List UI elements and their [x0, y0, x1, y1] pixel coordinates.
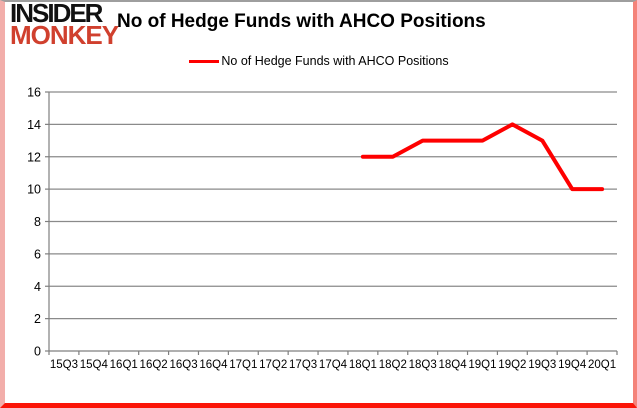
x-axis-label-18Q4: 18Q4	[439, 359, 468, 371]
y-axis-label-16: 16	[27, 86, 41, 100]
x-axis-label-18Q3: 18Q3	[409, 359, 437, 371]
x-axis-label-17Q2: 17Q2	[259, 359, 287, 371]
y-axis-label-14: 14	[27, 118, 41, 132]
x-axis-label-19Q2: 19Q2	[498, 359, 526, 371]
series-line	[360, 122, 605, 192]
chart-title: No of Hedge Funds with AHCO Positions	[117, 11, 486, 32]
x-axis-label-15Q3: 15Q3	[50, 359, 78, 371]
y-axis-label-8: 8	[34, 215, 41, 229]
x-axis-label-17Q3: 17Q3	[289, 359, 317, 371]
x-axis-label-18Q2: 18Q2	[379, 359, 407, 371]
x-axis-label-16Q2: 16Q2	[140, 359, 168, 371]
x-axis-label-20Q1: 20Q1	[588, 359, 616, 371]
x-axis-label-16Q3: 16Q3	[169, 359, 197, 371]
logo-text-insider: INSIDER	[10, 0, 103, 28]
y-axis-label-12: 12	[27, 150, 41, 164]
x-axis-label-15Q4: 15Q4	[80, 359, 109, 371]
y-axis-label-4: 4	[34, 280, 41, 294]
x-axis-label-19Q1: 19Q1	[468, 359, 496, 371]
x-axis-label-19Q3: 19Q3	[528, 359, 556, 371]
insider-monkey-logo: INSIDER MONKEY	[10, 0, 119, 50]
y-axis-label-10: 10	[27, 183, 41, 197]
legend-label: No of Hedge Funds with AHCO Positions	[221, 54, 449, 68]
legend: No of Hedge Funds with AHCO Positions	[5, 54, 633, 68]
x-axis-label-16Q1: 16Q1	[110, 359, 138, 371]
x-axis-label-17Q4: 17Q4	[319, 359, 348, 371]
y-axis-label-6: 6	[34, 247, 41, 261]
legend-line-swatch	[189, 59, 220, 63]
x-axis-label-16Q4: 16Q4	[199, 359, 228, 371]
x-axis-label-17Q1: 17Q1	[229, 359, 257, 371]
x-axis-label-19Q4: 19Q4	[558, 359, 587, 371]
logo-text-monkey: MONKEY	[10, 19, 119, 50]
y-axis-label-0: 0	[34, 345, 41, 359]
x-axis-label-18Q1: 18Q1	[349, 359, 377, 371]
y-axis-label-2: 2	[34, 312, 41, 326]
